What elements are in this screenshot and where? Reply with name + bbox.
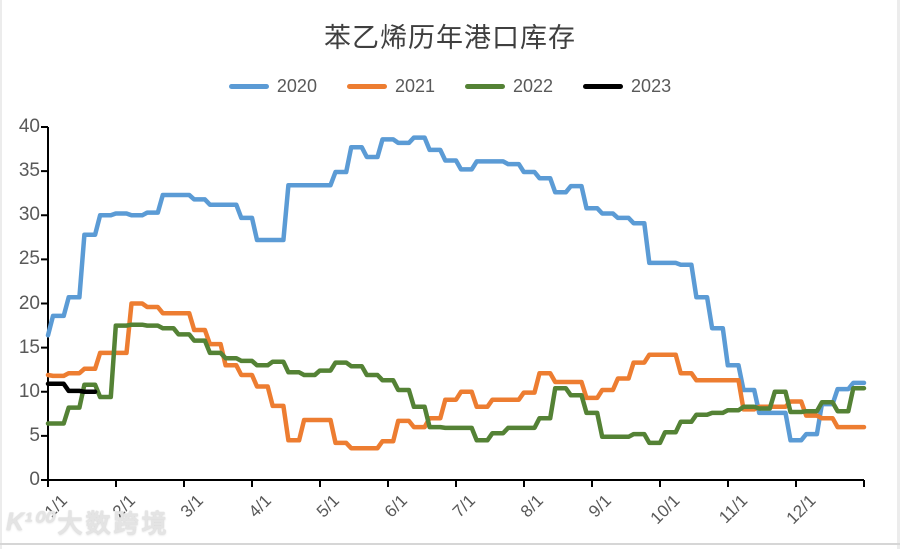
series-line-2020 xyxy=(45,135,867,443)
y-axis-label-35: 35 xyxy=(18,160,40,182)
y-axis-label-0: 0 xyxy=(29,469,40,490)
legend-item-2022: 2022 xyxy=(465,76,553,97)
legend-label-2020: 2020 xyxy=(276,75,317,96)
y-axis-label-10: 10 xyxy=(18,380,40,402)
series-line-2023 xyxy=(45,381,98,395)
y-axis-label-15: 15 xyxy=(18,336,40,358)
legend-label-2022: 2022 xyxy=(513,75,554,96)
legend-item-2021: 2021 xyxy=(346,75,435,97)
watermark: K¹⁰⁰ 大数跨境 xyxy=(6,504,169,540)
legend-swatch-2022 xyxy=(465,83,505,89)
legend-swatch-2021 xyxy=(346,83,387,89)
chart-legend: 2020 2021 2022 2023 xyxy=(0,74,900,98)
bottom-frame-line xyxy=(0,543,900,545)
watermark-logo-icon: K¹⁰⁰ xyxy=(6,508,53,536)
legend-item-2020: 2020 xyxy=(228,75,317,97)
y-axis-label-5: 5 xyxy=(29,424,40,446)
right-edge-line xyxy=(897,0,900,549)
y-axis-label-40: 40 xyxy=(18,116,40,137)
chart-title: 苯乙烯历年港口库存 xyxy=(324,23,576,53)
legend-item-2023: 2023 xyxy=(583,76,671,97)
y-axis-label-30: 30 xyxy=(18,204,40,226)
left-edge-line xyxy=(0,0,2,549)
legend-label-2021: 2021 xyxy=(394,75,435,96)
legend-label-2023: 2023 xyxy=(631,75,672,96)
y-axis-label-20: 20 xyxy=(18,292,40,314)
legend-swatch-2020 xyxy=(228,83,269,89)
series-line-2021 xyxy=(45,301,867,451)
legend-swatch-2023 xyxy=(583,83,624,89)
series-line-2022 xyxy=(45,322,867,446)
watermark-text: 大数跨境 xyxy=(57,510,170,538)
y-axis-label-25: 25 xyxy=(18,248,40,270)
